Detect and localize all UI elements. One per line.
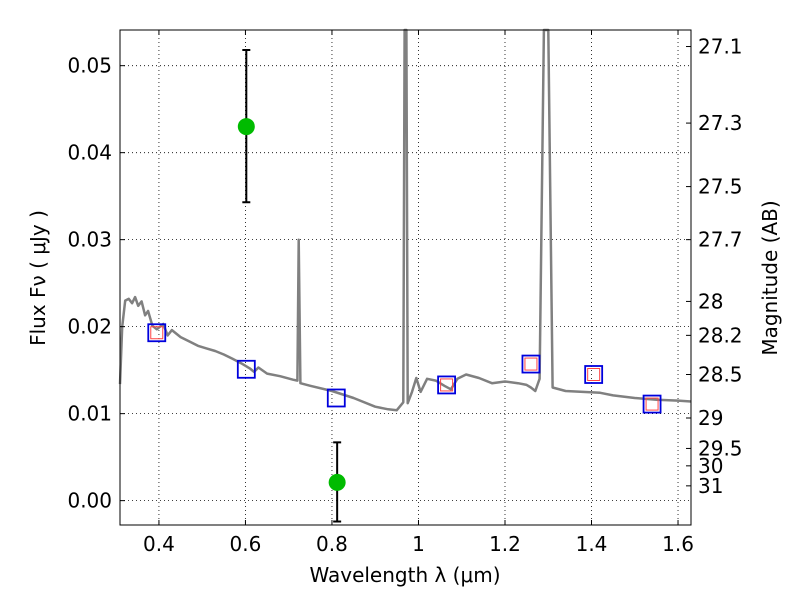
magnitude-tick-label: 30 xyxy=(698,454,723,478)
magnitude-tick-label: 29 xyxy=(698,406,723,430)
model-photometry-marker xyxy=(236,359,256,379)
filter-point-marker xyxy=(440,378,454,392)
magnitude-tick-label: 28.5 xyxy=(698,362,743,386)
model-photometry-marker xyxy=(326,388,346,408)
y-tick-label: 0.02 xyxy=(67,315,112,339)
model-photometry-marker xyxy=(642,394,662,414)
magnitude-tick-label: 31 xyxy=(698,474,723,498)
model-photometry-marker xyxy=(147,323,167,343)
y-tick-label: 0.04 xyxy=(67,141,112,165)
y-tick-label: 0.00 xyxy=(67,489,112,513)
observed-flux-point xyxy=(237,118,255,136)
filter-point-marker xyxy=(645,397,659,411)
model-photometry-marker xyxy=(584,365,604,384)
filter-point-marker xyxy=(524,357,538,371)
y-tick-label: 0.03 xyxy=(67,228,112,252)
grid xyxy=(120,30,691,525)
filter-point-marker xyxy=(587,367,601,381)
x-axis-title: Wavelength λ (μm) xyxy=(309,563,500,587)
ticks: 0.4 0.6 0.8 1 1.2 1.4 1.6 0.00 0.01 0.02 0.03 0.04 0… xyxy=(67,30,743,556)
data-layer xyxy=(118,28,692,523)
magnitude-tick-label: 28.2 xyxy=(698,323,743,347)
y2-axis-title: Magnitude (AB) xyxy=(758,200,782,355)
model-photometry-marker xyxy=(437,375,456,395)
model-photometry-marker xyxy=(521,354,541,374)
magnitude-tick-label: 28 xyxy=(698,289,723,313)
x-tick-label: 1.6 xyxy=(662,532,694,556)
x-tick-label: 1 xyxy=(412,532,425,556)
x-tick-label: 0.8 xyxy=(316,532,348,556)
filter-point-marker xyxy=(150,326,164,340)
sed-line xyxy=(118,28,692,412)
magnitude-tick-label: 29.5 xyxy=(698,436,743,460)
y-axis-title: Flux Fν ( μJy ) xyxy=(26,210,50,346)
observed-flux-point xyxy=(328,473,346,491)
x-tick-label: 0.6 xyxy=(230,532,262,556)
x-tick-label: 0.4 xyxy=(143,532,175,556)
plot-frame xyxy=(119,29,692,526)
magnitude-tick-label: 27.1 xyxy=(698,35,743,59)
magnitude-tick-label: 27.7 xyxy=(698,228,743,252)
y-tick-label: 0.01 xyxy=(67,402,112,426)
y-tick-label: 0.05 xyxy=(67,54,112,78)
magnitude-tick-label: 27.5 xyxy=(698,175,743,199)
x-tick-label: 1.2 xyxy=(489,532,521,556)
magnitude-tick-label: 27.3 xyxy=(698,111,743,135)
x-tick-label: 1.4 xyxy=(576,532,608,556)
